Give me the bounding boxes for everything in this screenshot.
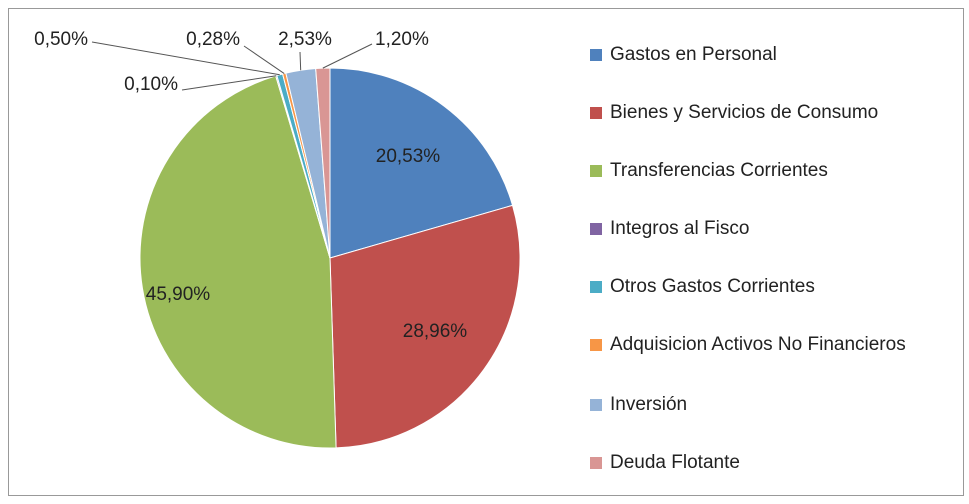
legend-swatch <box>590 49 602 61</box>
legend-item: Transferencias Corrientes <box>588 156 960 185</box>
legend-swatch <box>590 165 602 177</box>
legend-swatch <box>590 281 602 293</box>
pie-slice <box>139 75 337 449</box>
legend-label: Integros al Fisco <box>610 218 750 239</box>
legend-item: Deuda Flotante <box>588 448 960 477</box>
legend-label: Inversión <box>610 394 688 415</box>
leader-line <box>91 41 280 76</box>
legend-item: Gastos en Personal <box>588 40 960 69</box>
data-label: 0,28% <box>186 29 240 50</box>
legend-label: Deuda Flotante <box>610 452 740 473</box>
legend-label: Transferencias Corrientes <box>610 160 828 181</box>
data-label: 2,53% <box>278 29 332 50</box>
leader-line <box>322 43 373 69</box>
legend-swatch <box>590 457 602 469</box>
data-label: 1,20% <box>375 29 429 50</box>
legend-label: Adquisicion Activos No Financieros <box>610 334 906 355</box>
legend-swatch <box>590 107 602 119</box>
legend-label: Bienes y Servicios de Consumo <box>610 102 879 123</box>
legend-label: Gastos en Personal <box>610 44 777 65</box>
legend-item: Otros Gastos Corrientes <box>588 272 960 301</box>
legend-item: Adquisicion Activos No Financieros <box>588 330 960 359</box>
data-label: 28,96% <box>403 321 468 342</box>
pie-slice <box>329 67 514 259</box>
legend-item: Bienes y Servicios de Consumo <box>588 98 960 127</box>
pie-slice <box>329 204 521 449</box>
data-label: 0,10% <box>124 74 178 95</box>
legend-label: Otros Gastos Corrientes <box>610 276 815 297</box>
legend-swatch <box>590 339 602 351</box>
data-label: 20,53% <box>376 146 441 167</box>
legend-swatch <box>590 223 602 235</box>
data-label: 45,90% <box>146 284 211 305</box>
leader-line <box>243 45 285 75</box>
legend-item: Integros al Fisco <box>588 214 960 243</box>
legend-swatch <box>590 399 602 411</box>
leader-line <box>181 75 277 91</box>
data-label: 0,50% <box>34 29 88 50</box>
leader-line <box>299 51 302 71</box>
legend-item: Inversión <box>588 390 960 419</box>
